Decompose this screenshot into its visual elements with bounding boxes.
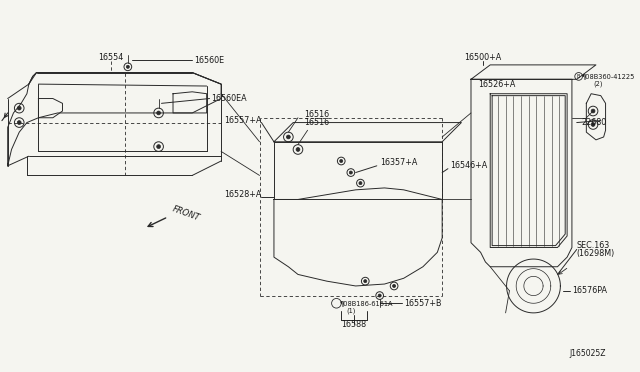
Circle shape <box>157 111 161 115</box>
Text: 16516: 16516 <box>304 118 329 127</box>
Circle shape <box>392 285 396 288</box>
Text: 16357+A: 16357+A <box>380 158 417 167</box>
Circle shape <box>364 280 367 283</box>
Text: 16528+A: 16528+A <box>224 190 262 199</box>
Circle shape <box>296 148 300 151</box>
Text: 22680: 22680 <box>582 118 607 127</box>
Text: ¶08B186-6161A: ¶08B186-6161A <box>339 300 393 306</box>
Circle shape <box>126 65 129 68</box>
Circle shape <box>157 145 161 148</box>
Text: SEC.163: SEC.163 <box>577 241 610 250</box>
Circle shape <box>349 171 353 174</box>
Circle shape <box>591 122 595 126</box>
Text: 16546+A: 16546+A <box>450 161 487 170</box>
Text: ¶08B360-41225: ¶08B360-41225 <box>582 73 635 79</box>
Text: B: B <box>577 74 580 79</box>
Circle shape <box>378 294 381 297</box>
Text: 16560E: 16560E <box>194 55 224 65</box>
Text: 16557+A: 16557+A <box>224 116 262 125</box>
Text: J165025Z: J165025Z <box>569 349 605 358</box>
Text: (2): (2) <box>593 81 603 87</box>
Circle shape <box>17 121 21 125</box>
Text: 16526+A: 16526+A <box>477 80 515 89</box>
Circle shape <box>591 109 595 113</box>
Text: 16557+B: 16557+B <box>404 299 441 308</box>
Text: FRONT: FRONT <box>171 205 201 223</box>
Text: 16500+A: 16500+A <box>464 53 501 62</box>
Text: 16560EA: 16560EA <box>211 94 247 103</box>
Text: 16588: 16588 <box>341 320 366 329</box>
Circle shape <box>340 160 343 163</box>
Text: 16576PA: 16576PA <box>572 286 607 295</box>
Circle shape <box>17 106 21 110</box>
Text: 16516: 16516 <box>304 110 329 119</box>
Circle shape <box>359 182 362 185</box>
Text: (16298M): (16298M) <box>577 249 615 258</box>
Circle shape <box>287 135 291 139</box>
Text: (1): (1) <box>346 308 355 314</box>
Text: 16554: 16554 <box>98 53 123 62</box>
